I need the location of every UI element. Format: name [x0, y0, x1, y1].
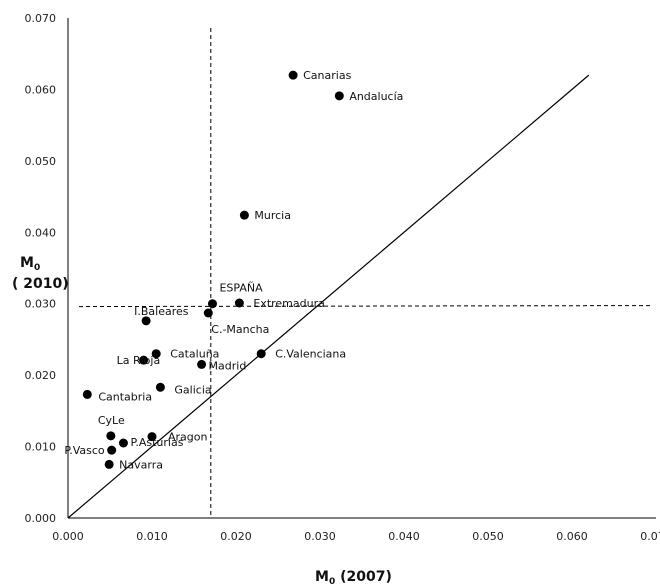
x-tick-label: 0.050	[472, 530, 504, 543]
data-point	[147, 432, 157, 442]
diagonal-line	[67, 74, 590, 519]
data-point	[334, 91, 344, 101]
point-label: Navarra	[119, 458, 163, 471]
point-label: P.Asturias	[130, 436, 183, 449]
point-label: P.Vasco	[64, 444, 105, 457]
data-point	[141, 316, 151, 326]
point-label: Galicia	[174, 383, 211, 396]
data-point	[106, 431, 116, 441]
point-labels: Canarias Andalucía Murcia ESPAÑA Extremadura…	[64, 69, 403, 471]
point-label: Madrid	[209, 359, 247, 372]
x-tick-label: 0.040	[388, 530, 420, 543]
y-tick-label: 0.020	[25, 369, 57, 382]
y-axis-title-line2: ( 2010)	[12, 276, 69, 292]
data-point	[107, 445, 117, 455]
y-tick-label: 0.050	[25, 155, 57, 168]
x-tick-label: 0.030	[304, 530, 336, 543]
point-label: Cataluña	[170, 348, 219, 361]
point-label: CyLe	[98, 414, 125, 427]
point-label: La Rioja	[117, 354, 161, 367]
y-axis-title-base: M	[20, 255, 34, 271]
point-label: Aragon	[168, 431, 208, 444]
data-point	[203, 308, 213, 318]
y-axis-title-sub: 0	[34, 263, 40, 273]
x-tick-label: 0.000	[52, 530, 84, 543]
data-point	[256, 349, 266, 359]
point-label: C.Valenciana	[275, 348, 346, 361]
point-label: C.-Mancha	[211, 323, 269, 336]
y-tick-label: 0.040	[25, 226, 57, 239]
data-points	[82, 70, 344, 469]
data-point	[239, 210, 249, 220]
point-label: ESPAÑA	[219, 282, 263, 295]
point-label: Extremadura	[253, 297, 324, 310]
point-label: Cantabria	[98, 390, 152, 403]
x-axis-title-sub: 0	[329, 577, 335, 585]
data-point	[155, 382, 165, 392]
x-axis-title-base: M	[315, 569, 329, 585]
data-point	[207, 299, 217, 309]
point-label: Canarias	[303, 69, 351, 82]
data-point	[151, 349, 161, 359]
x-tick-label: 0.020	[220, 530, 252, 543]
data-point	[288, 70, 298, 80]
y-tick-label: 0.060	[25, 83, 57, 96]
data-point	[234, 298, 244, 308]
data-point	[104, 459, 114, 469]
data-point	[139, 355, 149, 365]
tick-labels: 0.000 0.010 0.020 0.030 0.040 0.050 0.060 0.070…	[25, 12, 660, 543]
data-point	[197, 359, 207, 369]
y-tick-label: 0.070	[25, 12, 57, 25]
point-label: I.Baleares	[134, 305, 189, 318]
y-axis-title-line1: M0	[20, 255, 40, 273]
y-tick-label: 0.000	[25, 512, 57, 525]
point-label: Andalucía	[349, 90, 403, 103]
data-point	[118, 438, 128, 448]
x-tick-label: 0.060	[556, 530, 588, 543]
y-tick-label: 0.030	[25, 298, 57, 311]
reference-lines	[67, 18, 656, 519]
point-label: Murcia	[254, 209, 291, 222]
x-tick-label: 0.070	[640, 530, 660, 543]
horizontal-reference-line	[78, 305, 654, 308]
data-point	[82, 389, 92, 399]
x-axis-title: M0 (2007)	[315, 569, 392, 585]
y-tick-label: 0.010	[25, 441, 57, 454]
x-tick-label: 0.010	[136, 530, 168, 543]
x-axis-title-rest: (2007)	[335, 569, 392, 585]
